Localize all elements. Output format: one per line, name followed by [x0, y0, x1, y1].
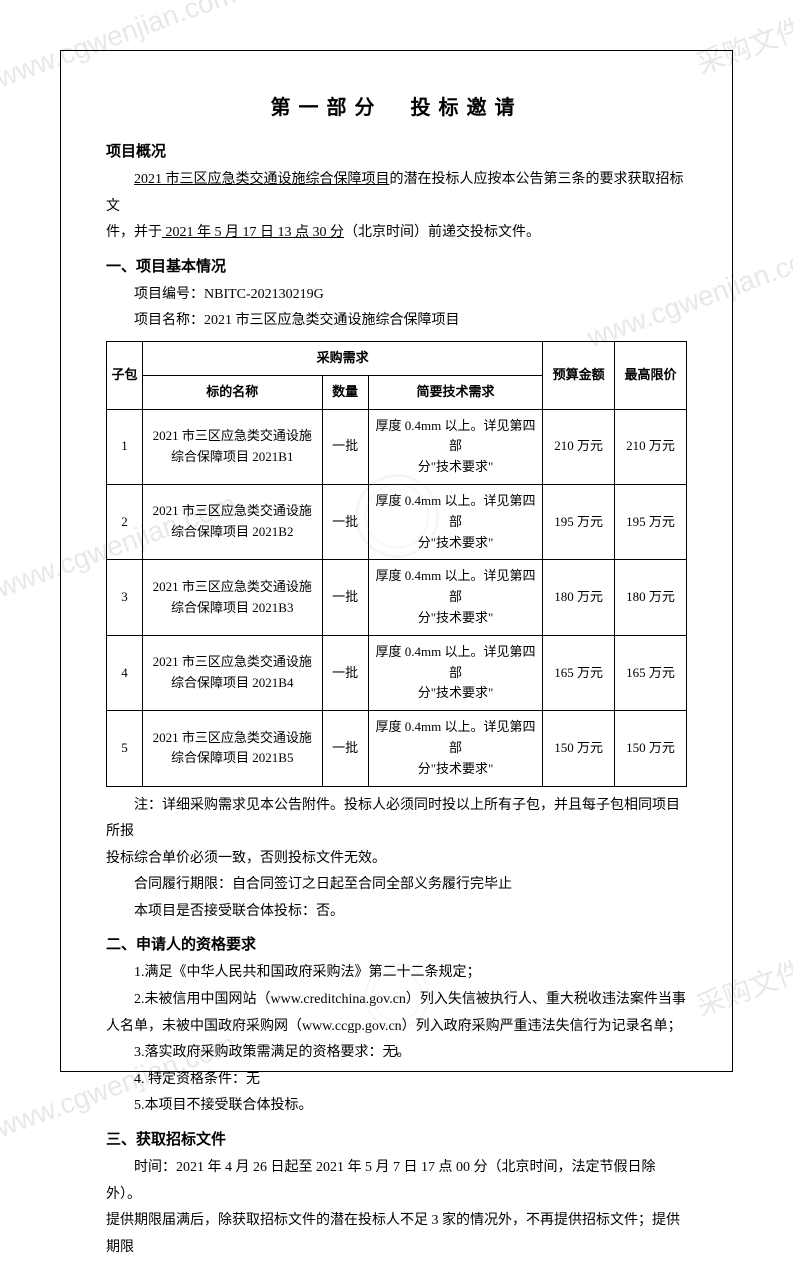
th-budget: 预算金额 — [543, 341, 615, 409]
cell-qty: 一批 — [322, 560, 368, 635]
table-note: 注：详细采购需求见本公告附件。投标人必须同时投以上所有子包，并且每子包相同项目所… — [106, 793, 687, 846]
cell-tech: 厚度 0.4mm 以上。详见第四部分"技术要求" — [368, 409, 543, 484]
th-qty: 数量 — [322, 375, 368, 409]
project-number-line: 项目编号：NBITC-202130219G — [106, 282, 687, 309]
cell-budget: 150 万元 — [543, 711, 615, 786]
th-demand: 采购需求 — [142, 341, 542, 375]
requirement-item: 2.未被信用中国网站（www.creditchina.gov.cn）列入失信被执… — [106, 987, 687, 1014]
overview-deadline: 2021 年 5 月 17 日 13 点 30 分 — [162, 225, 344, 240]
overview-para-2: 件，并于 2021 年 5 月 17 日 13 点 30 分（北京时间）前递交投… — [106, 220, 687, 247]
table-row: 52021 市三区应急类交通设施综合保障项目 2021B5一批厚度 0.4mm … — [107, 711, 687, 786]
cell-max: 210 万元 — [615, 409, 687, 484]
project-name-label: 项目名称： — [134, 313, 204, 328]
section-3-heading: 三、获取招标文件 — [106, 1128, 687, 1149]
page-number: 1 — [61, 1043, 732, 1059]
overview-text: 件，并于 — [106, 225, 162, 240]
project-no-label: 项目编号： — [134, 287, 204, 302]
cell-name: 2021 市三区应急类交通设施综合保障项目 2021B5 — [142, 711, 322, 786]
cell-name: 2021 市三区应急类交通设施综合保障项目 2021B2 — [142, 484, 322, 559]
requirement-item: 1.满足《中华人民共和国政府采购法》第二十二条规定； — [106, 960, 687, 987]
cell-tech: 厚度 0.4mm 以上。详见第四部分"技术要求" — [368, 635, 543, 710]
requirement-item: 4. 特定资格条件：无 — [106, 1067, 687, 1094]
requirement-item-cont: 人名单，未被中国政府采购网（www.ccgp.gov.cn）列入政府采购严重违法… — [106, 1014, 687, 1041]
overview-para: 2021 市三区应急类交通设施综合保障项目的潜在投标人应按本公告第三条的要求获取… — [106, 167, 687, 220]
cell-tech: 厚度 0.4mm 以上。详见第四部分"技术要求" — [368, 711, 543, 786]
procurement-table: 子包 采购需求 预算金额 最高限价 标的名称 数量 简要技术需求 12021 市… — [106, 341, 687, 787]
cell-sub: 5 — [107, 711, 143, 786]
cell-qty: 一批 — [322, 484, 368, 559]
cell-max: 165 万元 — [615, 635, 687, 710]
section-2-heading: 二、申请人的资格要求 — [106, 933, 687, 954]
cell-qty: 一批 — [322, 409, 368, 484]
cell-name: 2021 市三区应急类交通设施综合保障项目 2021B1 — [142, 409, 322, 484]
overview-text: （北京时间）前递交投标文件。 — [344, 225, 540, 240]
cell-sub: 3 — [107, 560, 143, 635]
overview-heading: 项目概况 — [106, 140, 687, 161]
cell-qty: 一批 — [322, 635, 368, 710]
obtain-note: 提供期限届满后，除获取招标文件的潜在投标人不足 3 家的情况外，不再提供招标文件… — [106, 1208, 687, 1261]
cell-max: 195 万元 — [615, 484, 687, 559]
cell-max: 150 万元 — [615, 711, 687, 786]
contract-term-note: 合同履行期限：自合同签订之日起至合同全部义务履行完毕止 — [106, 872, 687, 899]
cell-sub: 1 — [107, 409, 143, 484]
th-subpackage: 子包 — [107, 341, 143, 409]
cell-name: 2021 市三区应急类交通设施综合保障项目 2021B4 — [142, 635, 322, 710]
cell-tech: 厚度 0.4mm 以上。详见第四部分"技术要求" — [368, 560, 543, 635]
table-header-row: 子包 采购需求 预算金额 最高限价 — [107, 341, 687, 375]
cell-sub: 4 — [107, 635, 143, 710]
obtain-time: 时间：2021 年 4 月 26 日起至 2021 年 5 月 7 日 17 点… — [106, 1155, 687, 1208]
cell-qty: 一批 — [322, 711, 368, 786]
requirement-item: 5.本项目不接受联合体投标。 — [106, 1093, 687, 1120]
cell-budget: 195 万元 — [543, 484, 615, 559]
table-row: 32021 市三区应急类交通设施综合保障项目 2021B3一批厚度 0.4mm … — [107, 560, 687, 635]
project-no-value: NBITC-202130219G — [204, 287, 324, 302]
page-title: 第一部分 投标邀请 — [106, 91, 687, 120]
cell-name: 2021 市三区应急类交通设施综合保障项目 2021B3 — [142, 560, 322, 635]
cell-max: 180 万元 — [615, 560, 687, 635]
project-name-value: 2021 市三区应急类交通设施综合保障项目 — [204, 313, 460, 328]
overview-project-name: 2021 市三区应急类交通设施综合保障项目 — [134, 172, 390, 187]
cell-budget: 180 万元 — [543, 560, 615, 635]
table-row: 12021 市三区应急类交通设施综合保障项目 2021B1一批厚度 0.4mm … — [107, 409, 687, 484]
consortium-note: 本项目是否接受联合体投标：否。 — [106, 899, 687, 926]
project-name-line: 项目名称：2021 市三区应急类交通设施综合保障项目 — [106, 308, 687, 335]
cell-budget: 210 万元 — [543, 409, 615, 484]
cell-sub: 2 — [107, 484, 143, 559]
page-frame: 第一部分 投标邀请 项目概况 2021 市三区应急类交通设施综合保障项目的潜在投… — [60, 50, 733, 1072]
table-note-cont: 投标综合单价必须一致，否则投标文件无效。 — [106, 846, 687, 873]
th-name: 标的名称 — [142, 375, 322, 409]
table-row: 22021 市三区应急类交通设施综合保障项目 2021B2一批厚度 0.4mm … — [107, 484, 687, 559]
table-row: 42021 市三区应急类交通设施综合保障项目 2021B4一批厚度 0.4mm … — [107, 635, 687, 710]
th-tech: 简要技术需求 — [368, 375, 543, 409]
cell-budget: 165 万元 — [543, 635, 615, 710]
section-1-heading: 一、项目基本情况 — [106, 255, 687, 276]
cell-tech: 厚度 0.4mm 以上。详见第四部分"技术要求" — [368, 484, 543, 559]
th-max-price: 最高限价 — [615, 341, 687, 409]
